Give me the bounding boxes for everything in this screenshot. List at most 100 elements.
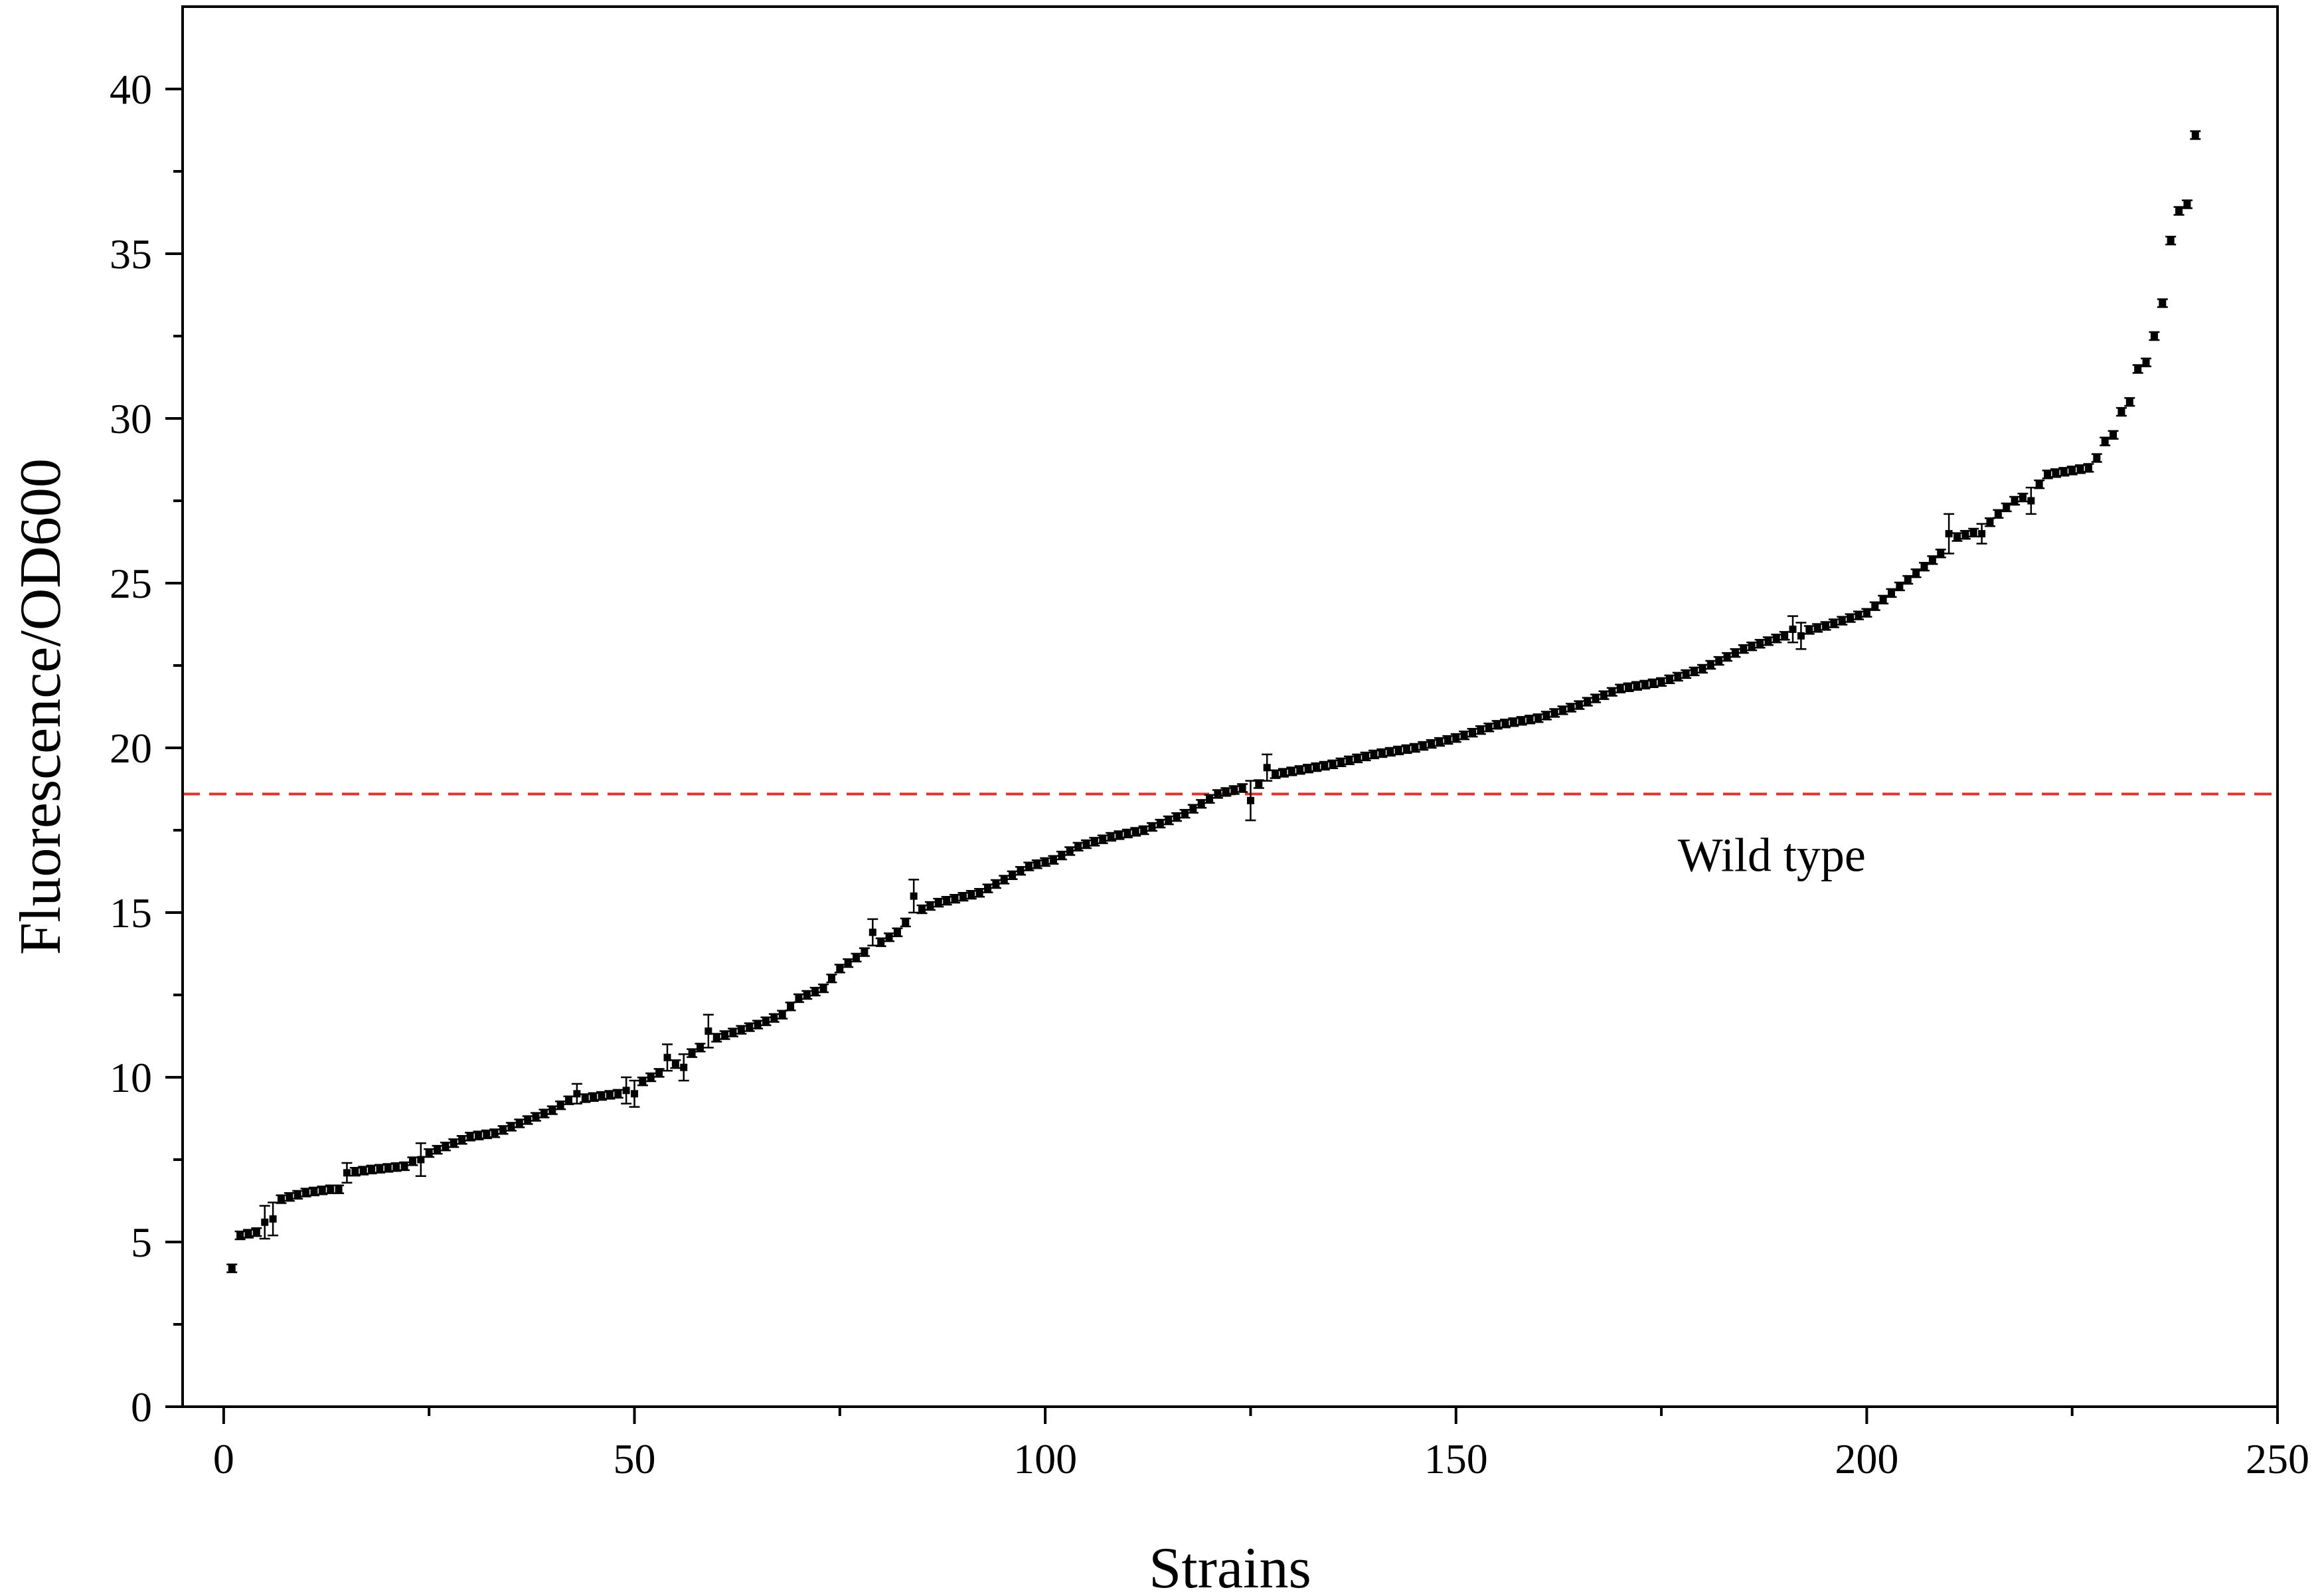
point-marker	[252, 1228, 260, 1236]
data-point	[399, 1161, 410, 1172]
point-marker	[1272, 770, 1280, 778]
point-marker	[1584, 698, 1592, 706]
point-marker	[1542, 711, 1550, 719]
data-point	[349, 1166, 361, 1177]
point-marker	[1156, 820, 1164, 828]
data-points	[226, 130, 2201, 1273]
point-marker	[1969, 529, 1977, 537]
data-point	[2157, 298, 2168, 308]
data-point	[629, 1079, 640, 1108]
point-marker	[869, 929, 876, 936]
data-point	[539, 1108, 550, 1118]
data-point	[1787, 615, 1799, 644]
point-marker	[499, 1126, 507, 1134]
point-marker	[1140, 826, 1148, 834]
point-marker	[1994, 510, 2002, 518]
data-point	[1672, 671, 1683, 682]
point-marker	[2101, 438, 2109, 446]
point-marker	[1280, 769, 1287, 777]
data-point	[777, 1010, 788, 1019]
point-marker	[1378, 749, 1386, 757]
point-marker	[770, 1014, 778, 1022]
point-marker	[778, 1011, 786, 1019]
data-point	[358, 1166, 369, 1176]
data-point	[1459, 730, 1470, 741]
data-point	[1540, 711, 1552, 721]
data-point	[1525, 715, 1536, 725]
point-marker	[984, 885, 992, 893]
point-marker	[1238, 784, 1246, 792]
point-marker	[2011, 497, 2019, 505]
point-marker	[2019, 493, 2027, 501]
point-marker	[1189, 805, 1197, 813]
data-point	[933, 897, 944, 908]
point-marker	[1953, 533, 1961, 541]
point-marker	[327, 1186, 335, 1194]
data-point	[1278, 768, 1289, 778]
x-tick-label-200: 200	[1835, 1435, 1898, 1482]
point-marker	[293, 1191, 301, 1199]
point-marker	[721, 1031, 729, 1039]
point-marker	[655, 1069, 663, 1077]
point-marker	[1863, 609, 1870, 617]
data-point	[1335, 757, 1347, 768]
data-point	[407, 1156, 418, 1166]
point-marker	[1616, 685, 1624, 693]
point-marker	[261, 1218, 269, 1226]
point-marker	[302, 1189, 310, 1197]
data-point	[990, 879, 1001, 889]
data-point	[2050, 468, 2061, 478]
point-marker	[1033, 860, 1041, 868]
point-marker	[1600, 691, 1608, 699]
data-point	[284, 1192, 295, 1202]
data-point	[1409, 743, 1420, 753]
point-marker	[1165, 816, 1173, 824]
point-marker	[861, 948, 869, 956]
data-point	[2132, 364, 2143, 374]
data-point	[851, 952, 862, 962]
data-point	[1237, 783, 1248, 793]
point-marker	[2076, 465, 2084, 473]
point-marker	[1789, 625, 1797, 633]
point-marker	[269, 1215, 277, 1223]
data-point	[1713, 656, 1724, 666]
point-marker	[1904, 576, 1912, 584]
point-marker	[1386, 748, 1394, 756]
data-point	[1294, 765, 1305, 775]
point-marker	[1706, 661, 1714, 669]
point-marker	[688, 1049, 696, 1057]
data-point	[1056, 850, 1067, 861]
data-point	[1549, 708, 1560, 718]
point-marker	[1255, 780, 1263, 788]
point-marker	[1608, 688, 1616, 696]
point-marker	[2003, 503, 2011, 511]
point-marker	[1501, 719, 1509, 727]
point-marker	[581, 1094, 589, 1102]
point-marker	[1263, 764, 1271, 772]
data-point	[612, 1089, 623, 1099]
data-point	[1319, 760, 1330, 771]
data-point	[1927, 555, 1938, 565]
data-point	[415, 1142, 426, 1178]
data-point	[711, 1033, 722, 1043]
data-point	[1467, 727, 1478, 738]
point-marker	[236, 1231, 244, 1239]
point-marker	[1419, 742, 1427, 750]
data-point	[1384, 747, 1396, 757]
point-marker	[1731, 649, 1739, 657]
point-marker	[1797, 632, 1805, 640]
data-point	[941, 895, 952, 906]
point-marker	[705, 1027, 712, 1035]
data-point	[1886, 588, 1897, 598]
data-point	[1557, 705, 1568, 715]
data-point	[1499, 719, 1511, 729]
y-tick-label-35: 35	[110, 230, 152, 278]
point-marker	[573, 1090, 581, 1098]
point-marker	[1518, 717, 1526, 725]
point-marker	[1304, 764, 1312, 772]
point-marker	[2035, 480, 2043, 488]
data-point	[1204, 794, 1215, 804]
data-point	[1861, 608, 1872, 618]
data-point	[1837, 616, 1848, 626]
point-marker	[1337, 758, 1345, 766]
